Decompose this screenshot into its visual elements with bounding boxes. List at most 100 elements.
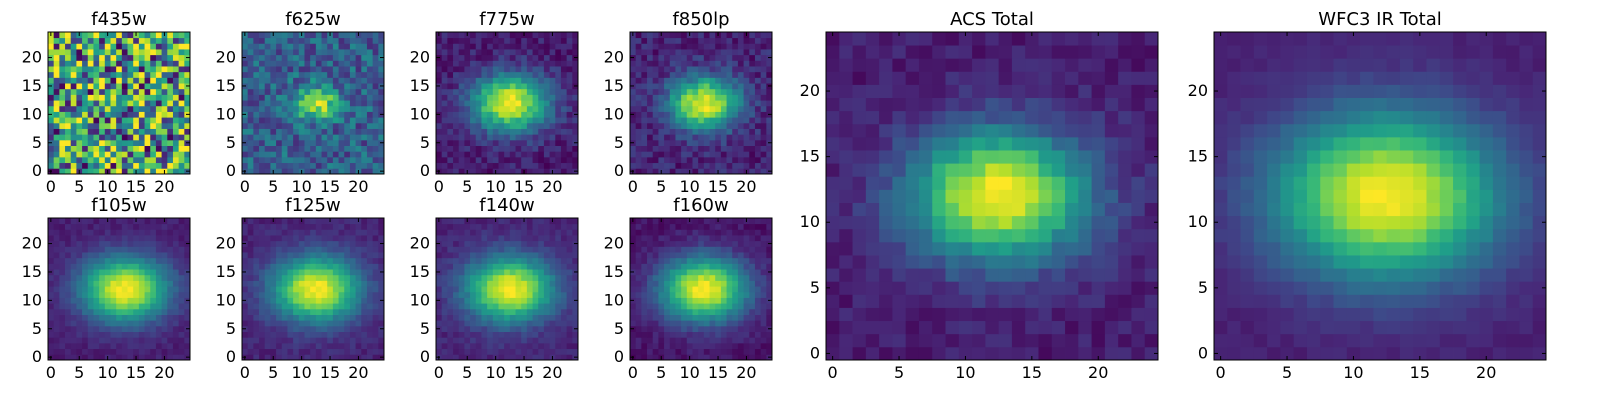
heatmap-cell <box>93 303 100 310</box>
heatmap-cell <box>361 145 368 152</box>
heatmap-cell <box>121 156 128 164</box>
heatmap-cell <box>161 128 168 135</box>
heatmap-cell <box>549 94 556 101</box>
heatmap-cell <box>127 286 134 293</box>
heatmap-cell <box>498 280 505 287</box>
heatmap-cell <box>82 122 89 129</box>
heatmap-cell <box>509 280 516 287</box>
heatmap-cell <box>436 280 443 287</box>
heatmap-cell <box>754 37 762 44</box>
heatmap-cell <box>698 297 705 304</box>
heatmap-cell <box>65 342 72 350</box>
heatmap-cell <box>304 88 311 95</box>
heatmap-cell <box>116 134 123 141</box>
heatmap-cell <box>692 77 699 84</box>
heatmap-cell <box>315 151 322 158</box>
heatmap-cell <box>504 139 511 146</box>
heatmap-cell <box>436 291 443 298</box>
heatmap-cell <box>121 274 128 281</box>
heatmap-cell <box>110 280 117 287</box>
heatmap-cell <box>647 331 654 338</box>
heatmap-cell <box>133 105 140 112</box>
heatmap-cell <box>332 269 339 276</box>
heatmap-cell <box>293 229 300 236</box>
heatmap-cell <box>178 337 185 344</box>
heatmap-cell <box>247 291 254 298</box>
heatmap-cell <box>82 337 89 344</box>
heatmap-cell <box>304 348 311 355</box>
heatmap-cell <box>675 269 682 276</box>
heatmap-cell <box>276 134 283 141</box>
heatmap-cell <box>110 134 117 141</box>
heatmap-cell <box>87 331 94 338</box>
heatmap-cell <box>675 156 682 164</box>
heatmap-cell <box>247 100 254 107</box>
heatmap-cell <box>543 60 550 67</box>
heatmap-cell <box>743 66 750 73</box>
heatmap-cell <box>270 269 277 276</box>
heatmap-cell <box>167 168 174 175</box>
heatmap-cell <box>93 122 100 129</box>
heatmap-cell <box>287 240 294 247</box>
heatmap-cell <box>560 37 568 44</box>
heatmap-cell <box>504 66 511 73</box>
heatmap-cell <box>104 100 111 107</box>
heatmap-cell <box>749 348 756 355</box>
heatmap-cell <box>167 280 174 287</box>
heatmap-cell <box>664 83 671 90</box>
heatmap-cell <box>515 156 522 164</box>
heatmap-cell <box>487 54 494 61</box>
heatmap-cell <box>150 314 157 321</box>
heatmap-cell <box>104 37 111 44</box>
heatmap-cell <box>453 354 460 361</box>
heatmap-cell <box>138 60 145 67</box>
heatmap-cell <box>315 325 322 332</box>
heatmap-cell <box>293 60 300 67</box>
heatmap-cell <box>59 77 66 84</box>
heatmap-cell <box>737 43 744 50</box>
heatmap-cell <box>76 71 83 78</box>
heatmap-cell <box>441 134 448 141</box>
heatmap-cell <box>242 122 249 129</box>
heatmap-cell <box>121 223 128 230</box>
heatmap-cell <box>458 134 465 141</box>
heatmap-cell <box>293 218 300 225</box>
heatmap-cell <box>630 117 637 124</box>
heatmap-cell <box>737 280 744 287</box>
heatmap-cell <box>287 218 294 225</box>
heatmap-cell <box>692 71 699 78</box>
heatmap-cell <box>310 263 317 270</box>
heatmap-cell <box>372 139 379 146</box>
heatmap-cell <box>321 105 328 112</box>
heatmap-cell <box>532 156 539 164</box>
heatmap-cell <box>464 100 471 107</box>
heatmap-cell <box>172 32 180 39</box>
heatmap-cell <box>327 83 334 90</box>
heatmap-cell <box>82 156 89 164</box>
heatmap-cell <box>150 168 157 175</box>
heatmap-cell <box>737 320 744 327</box>
heatmap-cell <box>121 337 128 344</box>
heatmap-cell <box>566 49 573 56</box>
heatmap-cell <box>464 139 471 146</box>
heatmap-cell <box>315 218 322 225</box>
heatmap-cell <box>521 246 528 253</box>
heatmap-cell <box>144 117 151 124</box>
heatmap-cell <box>270 162 277 169</box>
heatmap-cell <box>521 134 528 141</box>
heatmap-cell <box>321 320 328 327</box>
heatmap-cell <box>453 291 460 298</box>
heatmap-cell <box>332 117 339 124</box>
heatmap-cell <box>521 128 528 135</box>
heatmap-cell <box>647 117 654 124</box>
heatmap-cell <box>572 337 579 344</box>
heatmap-cell <box>458 291 465 298</box>
heatmap-cell <box>104 54 111 61</box>
heatmap-cell <box>726 54 733 61</box>
heatmap-cell <box>726 66 733 73</box>
heatmap-cell <box>664 348 671 355</box>
heatmap-cell <box>87 303 94 310</box>
heatmap-cell <box>315 229 322 236</box>
heatmap-cell <box>481 111 488 118</box>
